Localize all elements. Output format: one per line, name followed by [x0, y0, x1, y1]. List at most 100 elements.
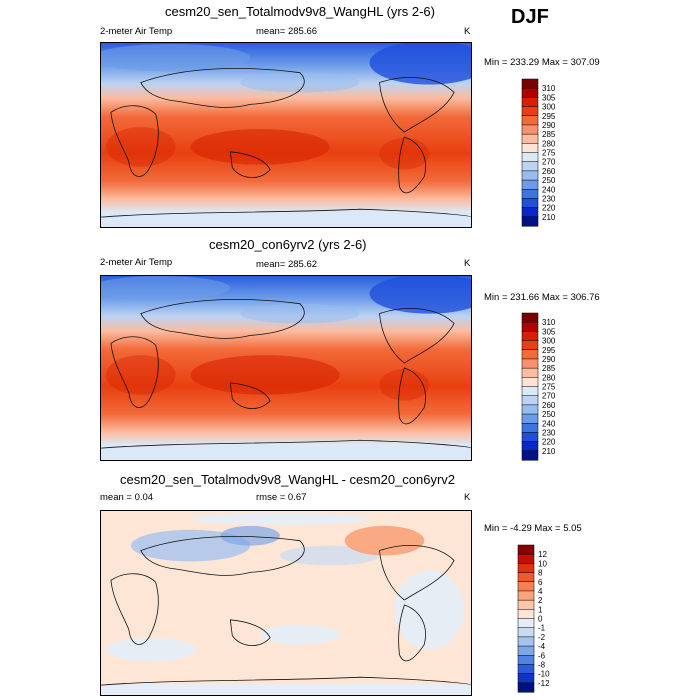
- colorbar-tick-label: 10: [538, 559, 547, 568]
- panel3-coastlines: [101, 536, 471, 686]
- colorbar-tick-label: 230: [542, 428, 556, 437]
- colorbar-tick-label: -6: [538, 651, 546, 660]
- colorbar-tick-label: 310: [542, 84, 556, 93]
- colorbar-swatch: [521, 106, 539, 117]
- colorbar-tick-label: 1: [538, 605, 543, 614]
- colorbar-swatch: [521, 312, 539, 323]
- colorbar-tick-label: 285: [542, 364, 556, 373]
- colorbar-tick-label: 300: [542, 103, 556, 112]
- colorbar-swatch: [517, 590, 535, 601]
- colorbar-tick-label: 220: [542, 438, 556, 447]
- colorbar-tick-label: 220: [542, 204, 556, 213]
- colorbar-swatch: [517, 655, 535, 665]
- colorbar-tick-label: 280: [542, 373, 556, 382]
- panel3-field-patches: [101, 512, 471, 695]
- colorbar-swatch: [521, 87, 539, 98]
- colorbar-swatch: [521, 216, 539, 227]
- colorbar-swatch: [521, 179, 539, 190]
- panel3-units-label: K: [464, 492, 471, 503]
- panel3-difference-map: [100, 510, 472, 696]
- colorbar-swatch: [521, 404, 539, 415]
- colorbar-swatch: [521, 413, 539, 424]
- colorbar-swatch: [521, 331, 539, 342]
- colorbar-swatch: [521, 358, 539, 369]
- colorbar-tick-label: 295: [542, 346, 556, 355]
- colorbar-tick-label: 270: [542, 392, 556, 401]
- panel2-colorbar-swatches: [521, 312, 539, 461]
- panel1-units-label: K: [464, 26, 471, 37]
- colorbar-tick-label: 260: [542, 167, 556, 176]
- panel3-rmse-label: rmse = 0.67: [256, 492, 307, 503]
- colorbar-swatch: [517, 682, 535, 693]
- colorbar-tick-label: -1: [538, 624, 546, 633]
- colorbar-swatch: [521, 115, 539, 126]
- panel2-variable-label: 2-meter Air Temp: [100, 257, 173, 268]
- colorbar-swatch: [521, 170, 539, 181]
- colorbar-swatch: [517, 563, 535, 574]
- panel2-units-label: K: [464, 258, 471, 269]
- colorbar-swatch: [517, 581, 535, 592]
- colorbar-tick-label: 240: [542, 185, 556, 194]
- colorbar-tick-label: 250: [542, 410, 556, 419]
- colorbar-tick-label: 275: [542, 149, 556, 158]
- colorbar-tick-label: 295: [542, 112, 556, 121]
- panel2-coastlines: [101, 299, 471, 449]
- panel1-field-patches: [101, 43, 471, 227]
- colorbar-swatch: [521, 441, 539, 452]
- colorbar-tick-label: 305: [542, 93, 556, 102]
- colorbar-tick-label: 310: [542, 318, 556, 327]
- colorbar-tick-label: 0: [538, 615, 543, 624]
- colorbar-swatch: [517, 618, 535, 629]
- colorbar-tick-label: -10: [538, 670, 550, 679]
- panel2-minmax-label: Min = 231.66 Max = 306.76: [484, 292, 600, 303]
- panel3-minmax-label: Min = -4.29 Max = 5.05: [484, 523, 582, 534]
- panel2-temperature-map: [100, 275, 472, 461]
- colorbar-tick-label: 275: [542, 383, 556, 392]
- colorbar-tick-label: 305: [542, 327, 556, 336]
- panel1-colorbar-swatches: [521, 78, 539, 227]
- colorbar-tick-label: 250: [542, 176, 556, 185]
- colorbar-swatch: [521, 386, 539, 397]
- colorbar-tick-label: -4: [538, 642, 546, 651]
- panel1-colorbar-labels: 3103053002952902852802752702602502402302…: [542, 84, 556, 222]
- colorbar-swatch: [521, 97, 539, 108]
- panel1-title: cesm20_sen_Totalmodv9v8_WangHL (yrs 2-6): [165, 4, 435, 19]
- panel1-coastlines: [101, 68, 471, 218]
- colorbar-tick-label: 280: [542, 139, 556, 148]
- panel1-temperature-map: [100, 42, 472, 228]
- colorbar-swatch: [521, 133, 539, 144]
- colorbar-swatch: [521, 321, 539, 332]
- colorbar-swatch: [517, 609, 535, 620]
- panel3-colorbar-swatches: [517, 544, 535, 693]
- panel1-mean-label: mean= 285.66: [256, 26, 318, 37]
- panel2-title: cesm20_con6yrv2 (yrs 2-6): [209, 237, 367, 252]
- panel2-colorbar: 3103053002952902852802752702602502402302…: [521, 312, 556, 461]
- colorbar-swatch: [521, 349, 539, 360]
- colorbar-swatch: [517, 572, 535, 583]
- colorbar-tick-label: 2: [538, 596, 543, 605]
- colorbar-swatch: [521, 78, 539, 89]
- colorbar-tick-label: 8: [538, 569, 543, 578]
- panel2-mean-label: mean= 285.62: [256, 259, 318, 270]
- panel3-mean-label: mean = 0.04: [100, 492, 154, 503]
- colorbar-swatch: [517, 664, 535, 675]
- colorbar-swatch: [517, 627, 535, 638]
- colorbar-swatch: [517, 544, 535, 555]
- colorbar-swatch: [521, 432, 539, 443]
- panel1-minmax-label: Min = 233.29 Max = 307.09: [484, 57, 600, 68]
- colorbar-tick-label: 290: [542, 355, 556, 364]
- panel1-colorbar: 3103053002952902852802752702602502402302…: [521, 78, 556, 227]
- colorbar-swatch: [521, 161, 539, 172]
- colorbar-swatch: [517, 599, 535, 610]
- colorbar-swatch: [521, 152, 539, 163]
- colorbar-tick-label: 12: [538, 550, 547, 559]
- colorbar-tick-label: 285: [542, 130, 556, 139]
- panel1-variable-label: 2-meter Air Temp: [100, 26, 173, 37]
- colorbar-tick-label: -8: [538, 660, 546, 669]
- colorbar-swatch: [521, 450, 539, 461]
- colorbar-swatch: [517, 645, 535, 656]
- panel2-colorbar-labels: 3103053002952902852802752702602502402302…: [542, 318, 556, 456]
- colorbar-tick-label: 240: [542, 419, 556, 428]
